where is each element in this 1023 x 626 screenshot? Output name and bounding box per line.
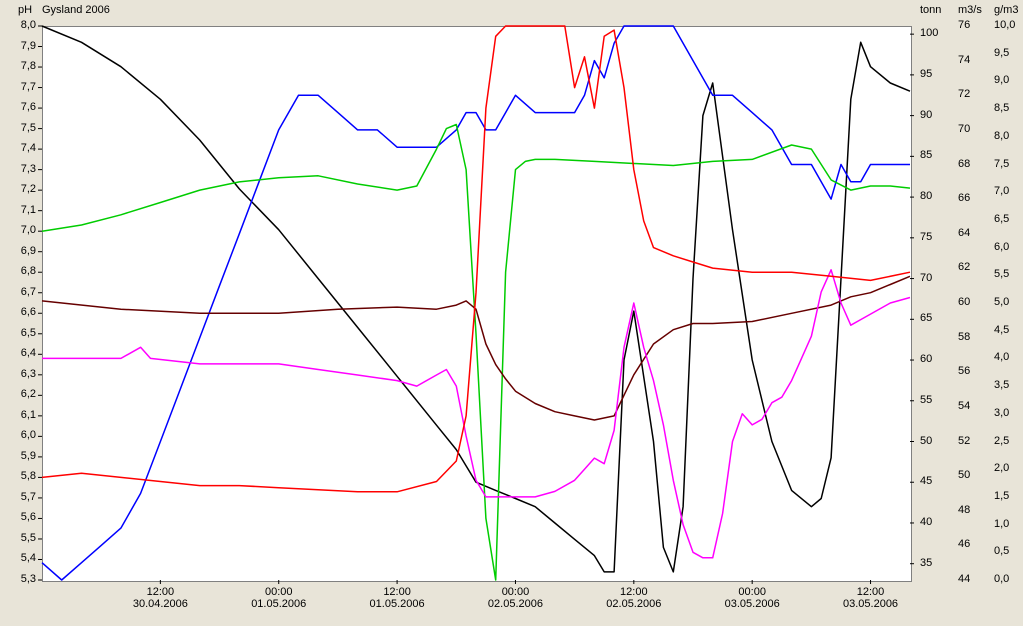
ph-tick: 5,4 <box>21 552 36 564</box>
ph-tick: 5,6 <box>21 511 36 523</box>
tonn-tick: 40 <box>920 516 932 528</box>
series-magenta <box>42 270 910 558</box>
gm3-tick: 4,0 <box>994 351 1009 363</box>
m3s-tick: 52 <box>958 435 970 447</box>
ph-tick: 7,5 <box>21 122 36 134</box>
ph-tick: 6,5 <box>21 327 36 339</box>
m3s-tick: 46 <box>958 538 970 550</box>
chart-title: Gysland 2006 <box>42 4 110 16</box>
tonn-tick: 100 <box>920 27 938 39</box>
ph-tick: 7,6 <box>21 101 36 113</box>
tonn-tick: 95 <box>920 68 932 80</box>
gm3-tick: 2,0 <box>994 462 1009 474</box>
ph-tick: 7,3 <box>21 163 36 175</box>
m3s-tick: 66 <box>958 192 970 204</box>
tonn-tick: 35 <box>920 557 932 569</box>
series-green <box>42 125 910 581</box>
x-tick: 00:00 03.05.2006 <box>725 586 780 610</box>
m3s-tick: 74 <box>958 54 970 66</box>
gm3-tick: 6,0 <box>994 241 1009 253</box>
ph-tick: 7,7 <box>21 81 36 93</box>
ph-tick: 7,4 <box>21 142 36 154</box>
gm3-tick: 4,5 <box>994 324 1009 336</box>
ph-tick: 5,8 <box>21 470 36 482</box>
tonn-tick: 85 <box>920 149 932 161</box>
ph-tick: 6,6 <box>21 306 36 318</box>
ph-tick: 6,3 <box>21 368 36 380</box>
gm3-tick: 8,0 <box>994 130 1009 142</box>
ph-tick: 5,3 <box>21 573 36 585</box>
gm3-tick: 10,0 <box>994 19 1015 31</box>
m3s-tick: 76 <box>958 19 970 31</box>
gm3-tick: 8,5 <box>994 102 1009 114</box>
x-tick: 00:00 02.05.2006 <box>488 586 543 610</box>
tonn-tick: 55 <box>920 394 932 406</box>
ph-tick: 7,1 <box>21 204 36 216</box>
m3s-tick: 50 <box>958 469 970 481</box>
gm3-tick: 7,5 <box>994 158 1009 170</box>
ph-tick: 7,2 <box>21 183 36 195</box>
gm3-tick: 5,5 <box>994 268 1009 280</box>
gm3-tick: 9,0 <box>994 74 1009 86</box>
chart-container: pH tonn m3/s g/m3 Gysland 2006 5,3 5,4 5,5 5,6 5,… <box>0 0 1023 626</box>
gm3-tick: 9,5 <box>994 47 1009 59</box>
series-red <box>42 26 910 492</box>
m3s-tick: 44 <box>958 573 970 585</box>
gm3-tick: 7,0 <box>994 185 1009 197</box>
m3s-tick: 68 <box>958 158 970 170</box>
tonn-tick: 50 <box>920 435 932 447</box>
ph-tick: 5,5 <box>21 532 36 544</box>
tonn-tick: 80 <box>920 190 932 202</box>
x-tick: 12:00 01.05.2006 <box>370 586 425 610</box>
gm3-tick: 0,0 <box>994 573 1009 585</box>
ph-tick: 6,8 <box>21 265 36 277</box>
axis-title-pH: pH <box>18 4 32 16</box>
gm3-tick: 1,0 <box>994 518 1009 530</box>
x-tick: 12:00 03.05.2006 <box>843 586 898 610</box>
gm3-tick: 0,5 <box>994 545 1009 557</box>
gm3-tick: 2,5 <box>994 435 1009 447</box>
x-tick: 00:00 01.05.2006 <box>251 586 306 610</box>
gm3-tick: 3,5 <box>994 379 1009 391</box>
ph-tick: 6,1 <box>21 409 36 421</box>
tonn-tick: 75 <box>920 231 932 243</box>
gm3-tick: 5,0 <box>994 296 1009 308</box>
ph-tick: 8,0 <box>21 19 36 31</box>
m3s-tick: 58 <box>958 331 970 343</box>
m3s-tick: 72 <box>958 88 970 100</box>
tonn-tick: 60 <box>920 353 932 365</box>
ph-tick: 7,9 <box>21 40 36 52</box>
series-blue <box>42 26 910 580</box>
tonn-tick: 65 <box>920 312 932 324</box>
axis-title-m3s: m3/s <box>958 4 982 16</box>
ph-tick: 6,0 <box>21 429 36 441</box>
ph-tick: 7,8 <box>21 60 36 72</box>
gm3-tick: 1,5 <box>994 490 1009 502</box>
m3s-tick: 48 <box>958 504 970 516</box>
ph-tick: 5,7 <box>21 491 36 503</box>
x-tick: 12:00 02.05.2006 <box>606 586 661 610</box>
gm3-tick: 3,0 <box>994 407 1009 419</box>
m3s-tick: 70 <box>958 123 970 135</box>
axis-title-gm3: g/m3 <box>994 4 1018 16</box>
x-tick: 12:00 30.04.2006 <box>133 586 188 610</box>
plot-svg <box>0 0 1023 626</box>
m3s-tick: 64 <box>958 227 970 239</box>
ph-tick: 6,9 <box>21 245 36 257</box>
ph-tick: 6,7 <box>21 286 36 298</box>
tonn-tick: 70 <box>920 272 932 284</box>
tonn-tick: 45 <box>920 475 932 487</box>
m3s-tick: 62 <box>958 261 970 273</box>
m3s-tick: 54 <box>958 400 970 412</box>
ph-tick: 6,4 <box>21 347 36 359</box>
gm3-tick: 6,5 <box>994 213 1009 225</box>
ph-tick: 5,9 <box>21 450 36 462</box>
ph-tick: 7,0 <box>21 224 36 236</box>
m3s-tick: 56 <box>958 365 970 377</box>
m3s-tick: 60 <box>958 296 970 308</box>
axis-title-tonn: tonn <box>920 4 941 16</box>
tonn-tick: 90 <box>920 109 932 121</box>
ph-tick: 6,2 <box>21 388 36 400</box>
